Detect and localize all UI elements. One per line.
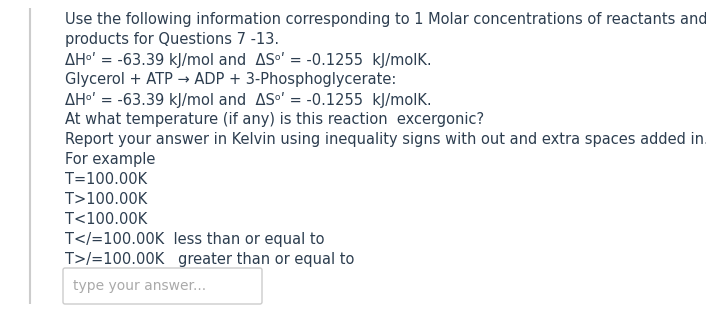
Text: products for Questions 7 -13.: products for Questions 7 -13. xyxy=(65,32,279,47)
Text: T</=100.00K  less than or equal to: T</=100.00K less than or equal to xyxy=(65,232,325,247)
Text: ΔHᵒʹ = -63.39 kJ/mol and  ΔSᵒʹ = -0.1255  kJ/molK.: ΔHᵒʹ = -63.39 kJ/mol and ΔSᵒʹ = -0.1255 … xyxy=(65,52,431,68)
Text: type your answer...: type your answer... xyxy=(73,279,206,293)
Text: At what temperature (if any) is this reaction  excergonic?: At what temperature (if any) is this rea… xyxy=(65,112,484,127)
Text: T>/=100.00K   greater than or equal to: T>/=100.00K greater than or equal to xyxy=(65,252,354,267)
Text: Glycerol + ATP → ADP + 3-Phosphoglycerate:: Glycerol + ATP → ADP + 3-Phosphoglycerat… xyxy=(65,72,396,87)
FancyBboxPatch shape xyxy=(63,268,262,304)
Text: Report your answer in Kelvin using inequality signs with out and extra spaces ad: Report your answer in Kelvin using inequ… xyxy=(65,132,706,147)
Text: T=100.00K: T=100.00K xyxy=(65,172,147,187)
Text: T>100.00K: T>100.00K xyxy=(65,192,148,207)
Text: For example: For example xyxy=(65,152,155,167)
Text: Use the following information corresponding to 1 Molar concentrations of reactan: Use the following information correspond… xyxy=(65,12,706,27)
Text: ΔHᵒʹ = -63.39 kJ/mol and  ΔSᵒʹ = -0.1255  kJ/molK.: ΔHᵒʹ = -63.39 kJ/mol and ΔSᵒʹ = -0.1255 … xyxy=(65,92,431,108)
Text: T<100.00K: T<100.00K xyxy=(65,212,148,227)
